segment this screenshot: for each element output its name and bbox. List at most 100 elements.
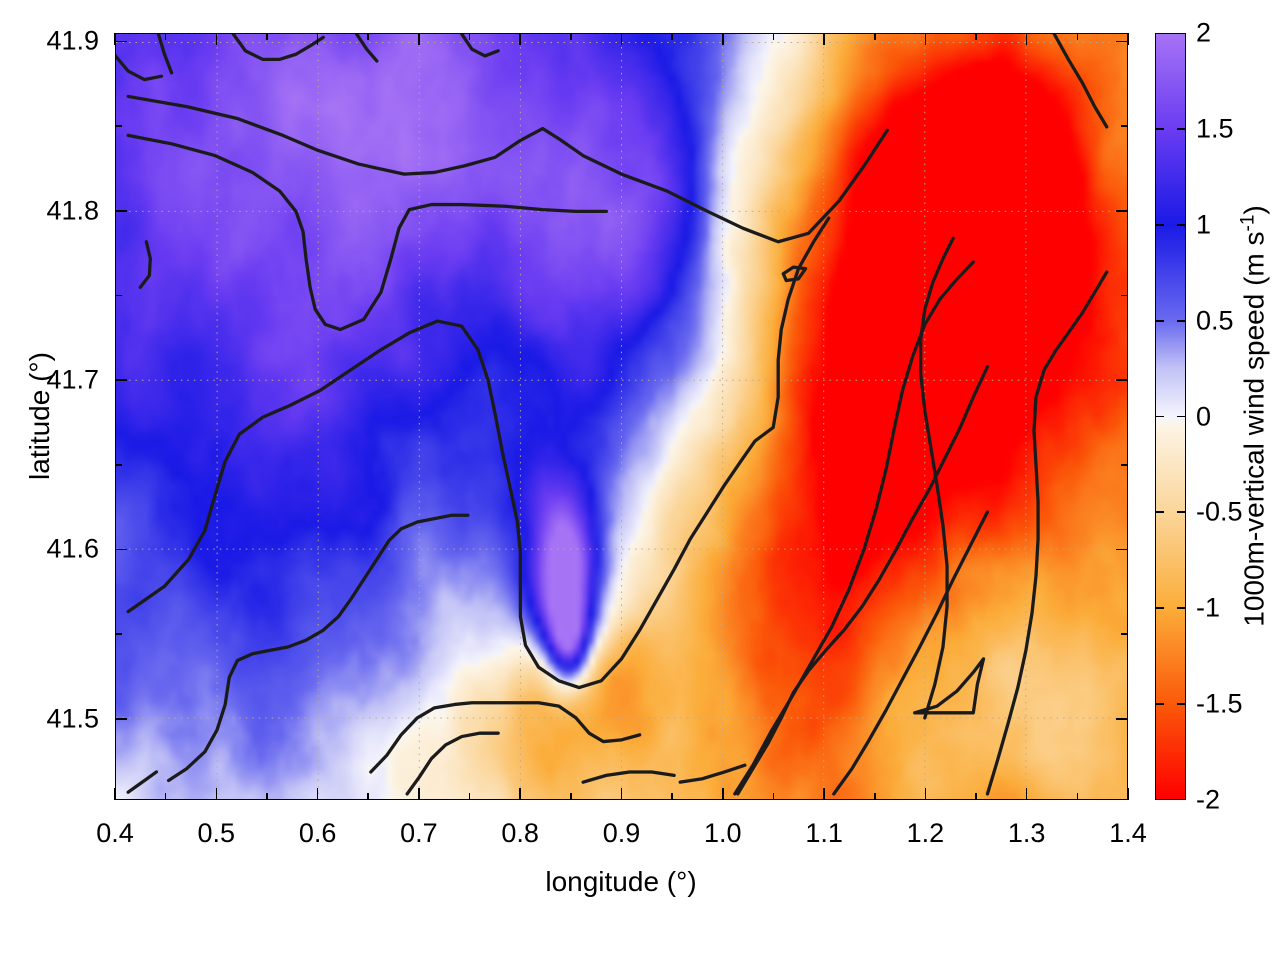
colorbar-tick-label: -1.5 xyxy=(1196,688,1243,719)
x-tick-label: 1.0 xyxy=(704,818,742,848)
x-tick-minor-top xyxy=(873,33,876,40)
x-tick-minor xyxy=(164,793,167,800)
x-tick-major xyxy=(114,788,116,800)
x-tick-label: 1.4 xyxy=(1109,818,1147,848)
x-tick-minor xyxy=(367,793,370,800)
colorbar-label-text: 1000m-vertical wind speed (m s xyxy=(1238,231,1270,627)
y-tick-minor xyxy=(115,125,122,127)
colorbar-tick-label: 2 xyxy=(1196,17,1212,48)
colorbar-tick xyxy=(1155,511,1164,514)
colorbar-tick xyxy=(1177,415,1186,418)
y-tick-minor-right xyxy=(1121,463,1128,466)
x-tick-major-top xyxy=(1127,33,1129,45)
x-tick-minor-top xyxy=(570,33,572,40)
x-tick-major-top xyxy=(1025,33,1028,45)
y-tick-major xyxy=(115,209,127,212)
heatmap-field xyxy=(116,34,1127,799)
colorbar-tick-label: -2 xyxy=(1196,784,1221,815)
x-tick-major-top xyxy=(519,33,521,45)
x-tick-label: 0.4 xyxy=(96,818,134,848)
x-tick-minor-top xyxy=(468,33,471,40)
y-tick-label: 41.7 xyxy=(46,364,99,395)
colorbar-tick xyxy=(1155,703,1164,706)
x-tick-label: 0.8 xyxy=(501,818,539,848)
colorbar-tick xyxy=(1155,223,1164,226)
colorbar-label: 1000m-vertical wind speed (m s-1) xyxy=(1237,205,1270,627)
x-tick-minor-top xyxy=(164,33,167,40)
x-tick-minor-top xyxy=(772,33,775,40)
colorbar-label-exponent: -1 xyxy=(1237,214,1259,232)
x-tick-major-top xyxy=(114,33,116,45)
x-tick-minor xyxy=(671,793,673,800)
y-tick-minor xyxy=(115,463,122,466)
x-tick-label: 1.1 xyxy=(805,818,843,848)
y-tick-minor xyxy=(115,294,122,297)
x-tick-label: 0.5 xyxy=(197,818,236,848)
x-tick-major-top xyxy=(924,33,927,45)
x-tick-label: 1.2 xyxy=(906,818,945,848)
x-tick-major xyxy=(418,788,420,800)
x-tick-major xyxy=(722,788,724,800)
y-tick-major-right xyxy=(1116,717,1128,720)
y-tick-major xyxy=(115,548,127,551)
x-tick-major xyxy=(1025,788,1028,800)
x-tick-major xyxy=(620,788,623,800)
colorbar-tick xyxy=(1177,703,1186,706)
colorbar-tick xyxy=(1155,319,1164,322)
y-tick-label: 41.9 xyxy=(46,25,99,56)
x-tick-minor-top xyxy=(975,33,977,40)
colorbar-tick-label: 0 xyxy=(1196,401,1212,431)
x-tick-minor xyxy=(772,793,775,800)
x-tick-major xyxy=(316,788,319,800)
y-tick-major-right xyxy=(1116,209,1128,212)
y-tick-minor xyxy=(115,633,122,635)
x-tick-minor-top xyxy=(671,33,673,40)
x-tick-minor xyxy=(1076,793,1079,800)
y-tick-minor-right xyxy=(1121,633,1128,635)
x-tick-major-top xyxy=(823,33,825,45)
x-tick-label: 0.7 xyxy=(400,818,438,848)
colorbar-tick xyxy=(1177,607,1186,610)
y-tick-label: 41.8 xyxy=(46,195,99,226)
colorbar-tick-label: 1 xyxy=(1196,209,1212,240)
x-tick-label: 0.6 xyxy=(298,818,337,848)
colorbar-tick-label: 0.5 xyxy=(1196,305,1234,336)
x-tick-minor xyxy=(873,793,876,800)
y-tick-major-right xyxy=(1116,548,1128,551)
x-tick-label: 1.3 xyxy=(1007,818,1046,848)
x-tick-major-top xyxy=(722,33,724,45)
x-tick-major xyxy=(924,788,927,800)
x-tick-major-top xyxy=(215,33,218,45)
plot-area xyxy=(115,33,1128,800)
colorbar-tick xyxy=(1177,127,1186,130)
x-tick-major xyxy=(823,788,825,800)
colorbar-tick xyxy=(1177,511,1186,514)
colorbar-tick-label: -0.5 xyxy=(1196,496,1243,527)
colorbar-tick xyxy=(1155,415,1164,418)
y-axis-label: latitude (°) xyxy=(24,352,55,480)
x-tick-minor-top xyxy=(1076,33,1079,40)
x-tick-major xyxy=(519,788,521,800)
y-tick-minor-right xyxy=(1121,294,1128,297)
x-tick-minor xyxy=(468,793,471,800)
x-tick-major-top xyxy=(620,33,623,45)
x-tick-major-top xyxy=(316,33,319,45)
y-tick-minor-right xyxy=(1121,125,1128,127)
colorbar-tick xyxy=(1177,319,1186,322)
x-tick-minor-top xyxy=(266,33,268,40)
y-tick-major-right xyxy=(1116,379,1128,381)
y-tick-major-right xyxy=(1116,40,1128,43)
x-tick-minor-top xyxy=(367,33,370,40)
x-tick-minor xyxy=(266,793,268,800)
y-tick-label: 41.6 xyxy=(46,533,99,564)
x-tick-minor xyxy=(975,793,977,800)
x-axis-label: longitude (°) xyxy=(545,866,697,897)
colorbar-tick-label: -1 xyxy=(1196,592,1221,623)
y-tick-major xyxy=(115,379,127,381)
colorbar-label-tail: ) xyxy=(1238,205,1270,215)
colorbar-tick xyxy=(1177,223,1186,226)
x-tick-major xyxy=(1127,788,1129,800)
x-tick-major xyxy=(215,788,218,800)
y-tick-major xyxy=(115,40,127,43)
